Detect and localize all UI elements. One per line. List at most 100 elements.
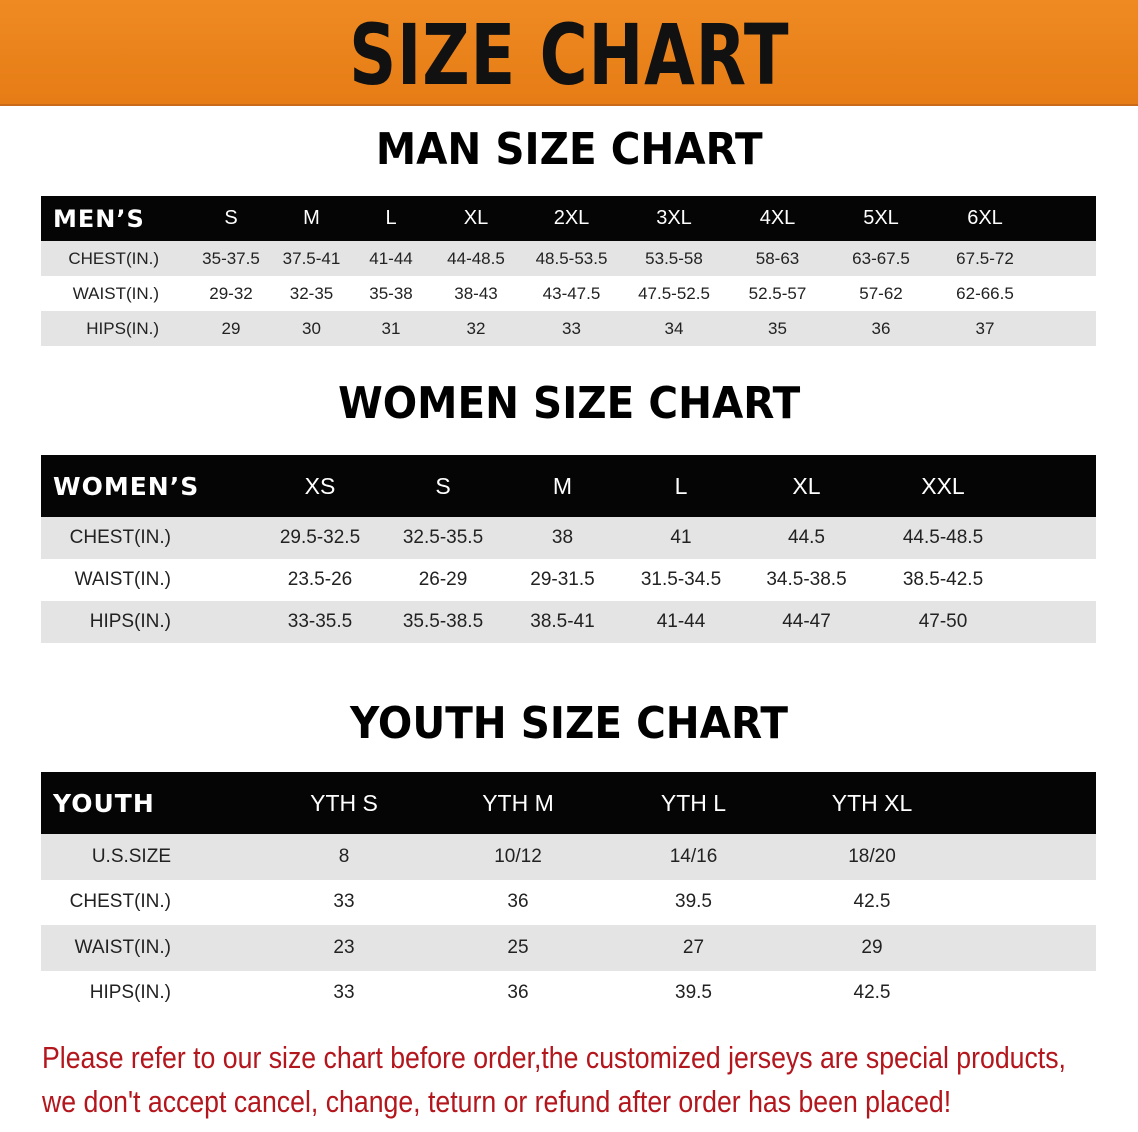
table-cell: 43-47.5 <box>542 283 601 303</box>
table-cell: 8 <box>338 845 350 867</box>
youth-section-title: YOUTH SIZE CHART <box>350 698 788 749</box>
table-cell: 62-66.5 <box>956 283 1014 303</box>
banner-title: SIZE CHART <box>348 6 790 104</box>
table-cell: 47.5-52.5 <box>638 283 710 303</box>
table-cell: 58-63 <box>755 248 800 268</box>
row-label: CHEST(IN.) <box>68 248 159 268</box>
table-cell: YTH L <box>660 789 727 816</box>
row-label: U.S.SIZE <box>91 845 171 867</box>
table-cell: 23.5-26 <box>287 569 353 590</box>
table-cell: 33 <box>562 318 581 338</box>
table-cell: 29 <box>861 936 883 958</box>
table-cell: YTH S <box>310 789 378 816</box>
table-cell: 23 <box>333 936 355 958</box>
table-row: HIPS(IN.) 29 30 31 32 33 34 35 36 37 <box>41 311 1096 346</box>
row-label: WOMEN’S <box>53 471 200 501</box>
table-cell: 32-35 <box>289 283 334 303</box>
table-cell: 3XL <box>656 207 692 229</box>
table-cell: 34.5-38.5 <box>766 569 847 590</box>
table-cell: 67.5-72 <box>956 248 1014 268</box>
policy-note-line-1: Please refer to our size chart before or… <box>42 1040 1066 1075</box>
table-cell: 34 <box>664 318 684 338</box>
table-cell: YTH M <box>482 789 554 816</box>
table-row: CHEST(IN.) 33 36 39.5 42.5 <box>41 879 1096 925</box>
table-cell: 10/12 <box>494 845 542 867</box>
banner: SIZE CHART <box>0 0 1138 106</box>
row-label: MEN’S <box>53 204 145 233</box>
table-cell: 38-43 <box>454 283 498 303</box>
table-cell: 41-44 <box>369 248 413 268</box>
row-label: WAIST(IN.) <box>72 283 159 303</box>
table-cell: 36 <box>507 982 529 1004</box>
table-header-row: WOMEN’S XS S M L XL XXL <box>41 455 1096 517</box>
table-cell: 37 <box>975 318 995 338</box>
table-cell: 41-44 <box>656 611 706 632</box>
table-cell: 44.5 <box>788 527 825 548</box>
table-cell: 25 <box>507 936 529 958</box>
table-cell: 35 <box>768 318 787 338</box>
table-row: WAIST(IN.) 23 25 27 29 <box>41 925 1096 971</box>
table-cell: 42.5 <box>853 891 891 913</box>
men-section-title: MAN SIZE CHART <box>375 124 763 175</box>
table-cell: XL <box>792 472 821 499</box>
table-cell: 5XL <box>863 207 899 229</box>
table-cell: 27 <box>682 936 705 958</box>
youth-size-table: YOUTH YTH S YTH M YTH L YTH XL U.S.SIZE 8 10/12… <box>41 772 1096 1016</box>
table-cell: 44-47 <box>782 611 831 632</box>
row-label: CHEST(IN.) <box>69 891 171 913</box>
table-cell: 33 <box>333 891 355 913</box>
table-cell: 36 <box>507 891 529 913</box>
table-cell: 38.5-41 <box>530 611 595 632</box>
table-cell: XS <box>304 472 336 499</box>
table-header-row: MEN’S S M L XL 2XL 3XL 4XL 5XL 6XL <box>41 196 1096 241</box>
table-cell: 2XL <box>553 207 590 229</box>
women-section-title: WOMEN SIZE CHART <box>337 378 801 429</box>
row-label: HIPS(IN.) <box>89 982 171 1004</box>
table-cell: 47-50 <box>918 611 968 632</box>
table-cell: 31 <box>381 318 401 338</box>
table-row: U.S.SIZE 8 10/12 14/16 18/20 <box>41 834 1096 880</box>
table-cell: 14/16 <box>669 845 718 867</box>
policy-note-line-2: we don't accept cancel, change, teturn o… <box>42 1084 952 1119</box>
women-size-table: WOMEN’S XS S M L XL XXL CHEST(IN.) 29.5-32.5 32.5… <box>41 455 1096 643</box>
table-cell: L <box>674 472 688 499</box>
table-cell: 29.5-32.5 <box>279 527 361 548</box>
table-cell: 35.5-38.5 <box>402 611 484 632</box>
table-cell: L <box>385 207 397 229</box>
row-label: CHEST(IN.) <box>69 527 171 548</box>
table-row: CHEST(IN.) 29.5-32.5 32.5-35.5 38 41 44.5 44.5… <box>41 517 1096 559</box>
table-row: CHEST(IN.) 35-37.5 37.5-41 41-44 44-48.5 48.5… <box>41 241 1096 276</box>
row-label: WAIST(IN.) <box>74 569 171 590</box>
table-cell: 44-48.5 <box>447 248 505 268</box>
table-cell: XL <box>463 207 489 229</box>
table-cell: 32 <box>466 318 486 338</box>
table-cell: 41 <box>670 527 692 548</box>
table-cell: 37.5-41 <box>282 248 341 268</box>
table-cell: YTH XL <box>831 789 913 816</box>
table-cell: 31.5-34.5 <box>640 569 722 590</box>
table-cell: 6XL <box>967 207 1003 229</box>
table-cell: 30 <box>302 318 321 338</box>
table-cell: 36 <box>871 318 891 338</box>
table-cell: 35-37.5 <box>202 248 260 268</box>
table-row: WAIST(IN.) 23.5-26 26-29 29-31.5 31.5-34.5 34… <box>41 559 1096 601</box>
table-cell: 57-62 <box>859 283 903 303</box>
table-cell: 29-31.5 <box>530 569 595 590</box>
table-cell: 29 <box>221 318 241 338</box>
table-cell: 48.5-53.5 <box>535 248 608 268</box>
table-row: HIPS(IN.) 33 36 39.5 42.5 <box>41 970 1096 1016</box>
table-cell: M <box>303 207 320 229</box>
table-cell: 18/20 <box>848 845 896 867</box>
table-cell: 63-67.5 <box>852 248 910 268</box>
table-cell: M <box>552 472 573 499</box>
table-cell: S <box>224 207 238 229</box>
row-label: HIPS(IN.) <box>86 318 159 338</box>
table-row: WAIST(IN.) 29-32 32-35 35-38 38-43 43-47.5 47.… <box>41 276 1096 311</box>
table-cell: 33-35.5 <box>287 611 353 632</box>
row-label: WAIST(IN.) <box>74 936 171 958</box>
table-cell: 38.5-42.5 <box>902 569 984 590</box>
table-cell: 39.5 <box>675 891 712 913</box>
table-cell: 29-32 <box>209 283 253 303</box>
men-size-table: MEN’S S M L XL 2XL 3XL 4XL 5XL 6XL CHEST(IN.) 35-37… <box>41 196 1096 346</box>
table-cell: 52.5-57 <box>748 283 807 303</box>
